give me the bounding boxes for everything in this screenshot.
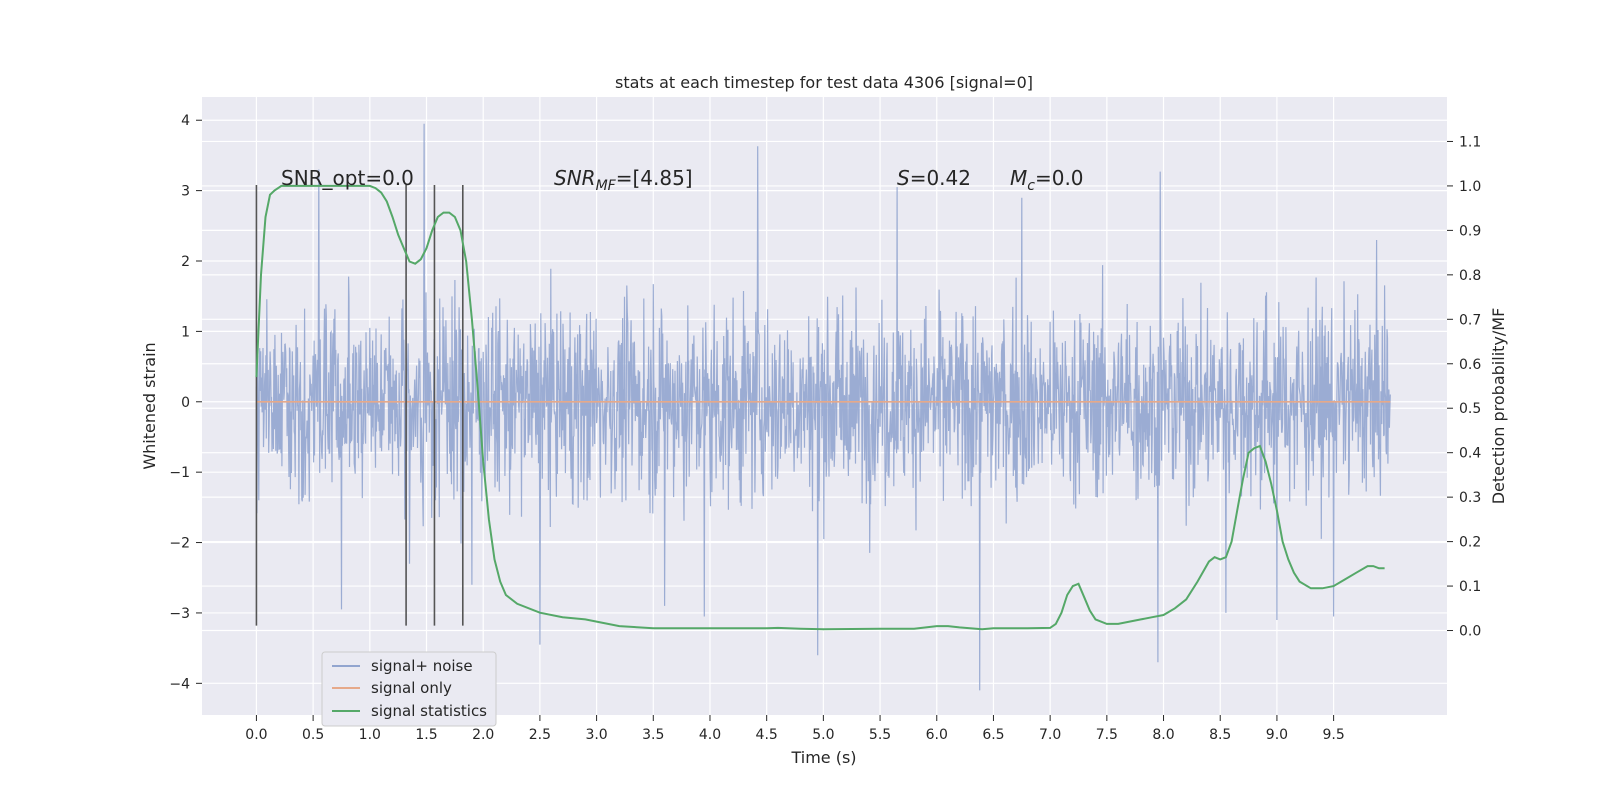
x-tick-label: 2.0 xyxy=(472,727,494,743)
legend-label-signal-plus-noise: signal+ noise xyxy=(371,657,473,675)
legend-label-signal-only: signal only xyxy=(371,679,452,697)
x-tick-label: 6.5 xyxy=(982,727,1004,743)
annotation-snr-opt: SNR_opt=0.0 xyxy=(281,166,414,190)
vertical-markers xyxy=(255,184,464,626)
x-tick-label: 0.5 xyxy=(302,727,324,743)
y2-axis-label: Detection probability/MF xyxy=(1489,308,1508,505)
signal-plus-noise-line xyxy=(255,123,1391,691)
x-tick-label: 5.0 xyxy=(812,727,834,743)
annotation-mc: Mc=0.0 xyxy=(1010,166,1084,194)
y-tick-label: −3 xyxy=(169,606,190,622)
x-tick-label: 3.0 xyxy=(585,727,607,743)
x-axis: 0.0 0.5 1.0 1.5 2.0 2.5 3.0 3.5 4.0 4.5 5.0 5.5 6.0 6… xyxy=(245,715,1345,743)
legend-box xyxy=(321,651,497,727)
y2-tick-label: 0.0 xyxy=(1459,624,1481,640)
y2-tick-label: 0.3 xyxy=(1459,490,1481,506)
y2-tick-label: 1.1 xyxy=(1459,134,1481,150)
x-tick-label: 7.0 xyxy=(1039,727,1061,743)
y-tick-label: 2 xyxy=(181,254,190,270)
x-tick-label: 7.5 xyxy=(1096,727,1118,743)
y-tick-label: 4 xyxy=(181,113,190,129)
y-tick-label: −1 xyxy=(169,465,190,481)
y-tick-label: 0 xyxy=(181,395,190,411)
y-tick-label: 1 xyxy=(181,324,190,340)
annotation-s: S=0.42 xyxy=(897,166,971,190)
annotation-snr-mf: SNRMF=[4.85] xyxy=(554,166,693,194)
x-tick-label: 3.5 xyxy=(642,727,664,743)
x-tick-label: 6.0 xyxy=(926,727,948,743)
legend: signal+ noise signal only signal statist… xyxy=(321,651,497,727)
series-signal-plus-noise xyxy=(255,123,1391,691)
x-tick-label: 5.5 xyxy=(869,727,891,743)
y-axis-left: 4 3 2 1 0 −1 −2 −3 −4 xyxy=(169,113,202,692)
y-axis-label: Whitened strain xyxy=(140,342,159,469)
x-tick-label: 9.5 xyxy=(1322,727,1344,743)
y-tick-label: −2 xyxy=(169,536,190,552)
y2-tick-label: 0.4 xyxy=(1459,446,1481,462)
x-tick-label: 1.0 xyxy=(359,727,381,743)
x-tick-label: 0.0 xyxy=(245,727,267,743)
x-tick-label: 4.5 xyxy=(756,727,778,743)
chart-title: stats at each timestep for test data 430… xyxy=(615,73,1033,92)
x-tick-label: 8.5 xyxy=(1209,727,1231,743)
y2-tick-label: 0.6 xyxy=(1459,357,1481,373)
series-signal-statistics xyxy=(255,184,1385,631)
x-tick-label: 4.0 xyxy=(699,727,721,743)
y2-tick-label: 0.9 xyxy=(1459,223,1481,239)
x-tick-label: 1.5 xyxy=(415,727,437,743)
y2-tick-label: 0.2 xyxy=(1459,535,1481,551)
x-tick-label: 9.0 xyxy=(1266,727,1288,743)
legend-label-signal-statistics: signal statistics xyxy=(371,702,487,720)
y2-tick-label: 0.7 xyxy=(1459,312,1481,328)
x-axis-label: Time (s) xyxy=(790,748,856,767)
y2-tick-label: 0.8 xyxy=(1459,268,1481,284)
y-tick-label: −4 xyxy=(169,676,190,692)
y2-tick-label: 0.5 xyxy=(1459,401,1481,417)
y2-tick-label: 0.1 xyxy=(1459,579,1481,595)
y-tick-label: 3 xyxy=(181,184,190,200)
x-tick-label: 8.0 xyxy=(1152,727,1174,743)
y2-tick-label: 1.0 xyxy=(1459,179,1481,195)
y-axis-right: 1.1 1.0 0.9 0.8 0.7 0.6 0.5 0.4 0.3 0.2 0.1 0.0 xyxy=(1447,134,1481,640)
x-tick-label: 2.5 xyxy=(529,727,551,743)
signal-statistics-line xyxy=(255,184,1385,631)
